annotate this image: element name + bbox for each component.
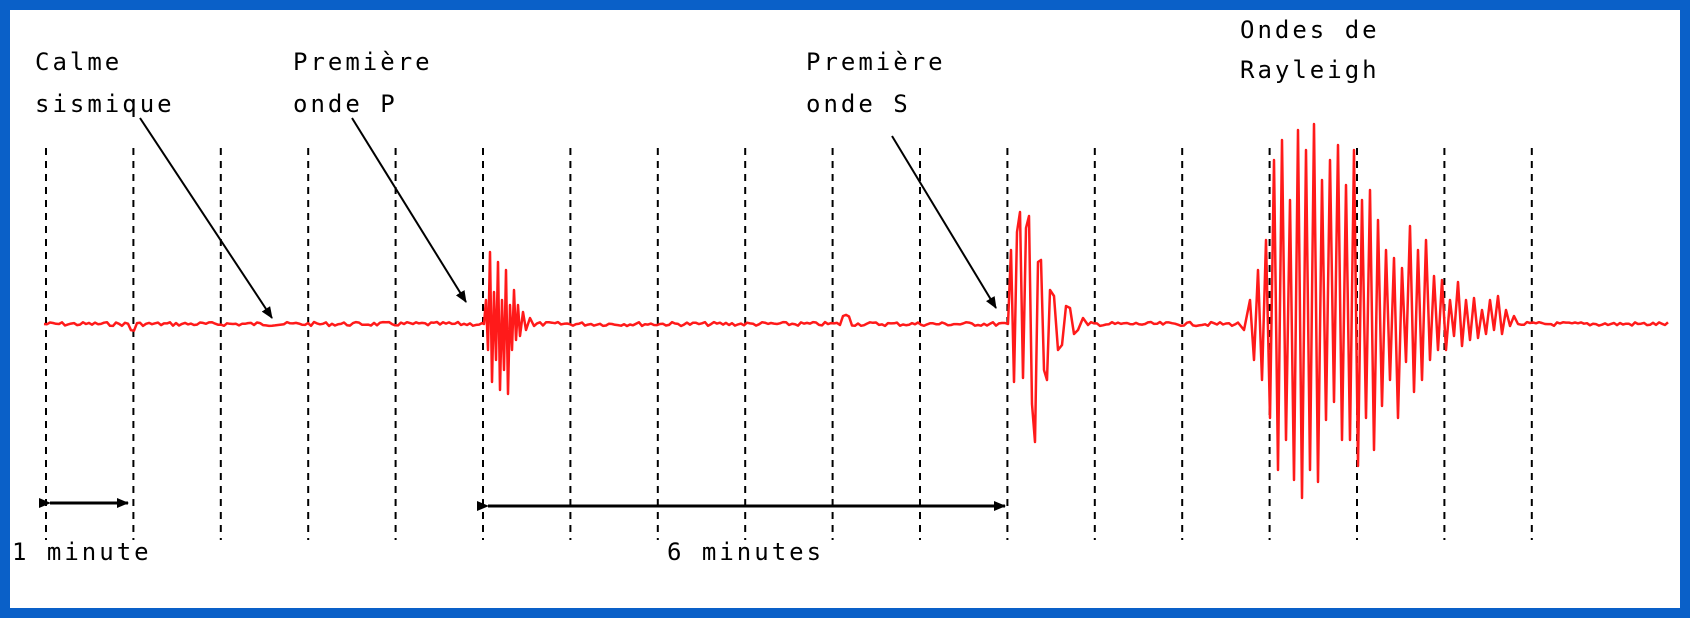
seismogram-diagram: Calme sismique Première onde P Première … [12, 16, 1669, 566]
label-s-wave-line1: Première [806, 48, 946, 76]
minute-grid [45, 148, 1533, 540]
label-rayleigh-line2: Rayleigh [1240, 56, 1380, 84]
interval-arrows [39, 498, 1006, 511]
label-p-wave-line1: Première [293, 48, 433, 76]
label-six-minutes: 6 minutes [667, 538, 824, 566]
pointer-arrows [139, 117, 997, 319]
arrow-calm [139, 117, 273, 319]
label-rayleigh-line1: Ondes de [1240, 16, 1380, 44]
label-one-minute: 1 minute [12, 538, 152, 566]
label-calm-line1: Calme [35, 48, 122, 76]
diagram-frame: Calme sismique Première onde P Première … [10, 10, 1680, 608]
label-calm-line2: sismique [35, 90, 175, 118]
seismogram-trace [43, 122, 1669, 500]
arrow-s-wave [891, 135, 997, 309]
arrow-p-wave [351, 117, 467, 303]
label-s-wave-line2: onde S [806, 90, 911, 118]
label-p-wave-line2: onde P [293, 90, 398, 118]
